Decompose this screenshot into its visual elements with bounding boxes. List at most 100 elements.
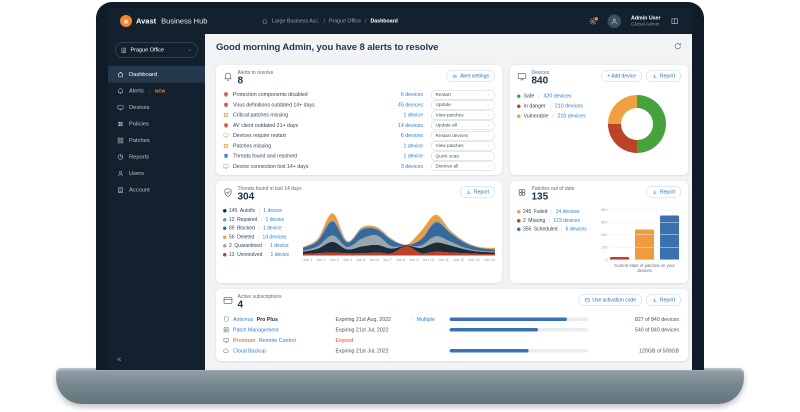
use-activation-code-button[interactable]: Use activation code xyxy=(578,294,642,306)
devices-link[interactable]: 1 device xyxy=(265,216,285,223)
action-select[interactable]: Dismiss all xyxy=(431,161,495,172)
alert-label: Devices require restart xyxy=(233,132,286,139)
area-chart-x-axis: Jun 1 Jun 2 Jun 3 Jun 4 Jun 5 Jun 6 Jun 7 Jun 8… xyxy=(303,258,495,263)
action-select[interactable]: View patches xyxy=(431,141,495,151)
legend-item: Vulnerable | 210 devices xyxy=(517,113,586,119)
devices-link[interactable]: 1 device xyxy=(403,142,423,149)
help-book-button[interactable] xyxy=(671,17,680,26)
pie-chart-icon xyxy=(117,153,124,160)
avatar[interactable] xyxy=(607,14,622,28)
sidebar-item-dashboard[interactable]: Dashboard xyxy=(108,66,205,83)
usage-progress-bar xyxy=(449,328,588,332)
action-label: Restart xyxy=(435,91,451,98)
devices-link[interactable]: 14 devices xyxy=(555,209,580,215)
user-menu[interactable]: Admin User Global Admin xyxy=(631,15,660,27)
report-button[interactable]: Report xyxy=(645,70,681,82)
shield-alert-icon xyxy=(223,102,229,108)
action-select[interactable]: View patches xyxy=(431,110,495,120)
legend-label: Quarantined xyxy=(234,243,262,249)
devices-link[interactable]: 1 device xyxy=(263,208,282,214)
x-tick-label: Jun 4 xyxy=(342,257,353,263)
devices-link[interactable]: 1 device xyxy=(403,112,423,119)
breadcrumb-item[interactable]: Prague Office xyxy=(328,18,361,24)
breadcrumb-item[interactable]: Large Business Acc. xyxy=(271,18,320,24)
button-label: + Add device xyxy=(607,73,636,79)
devices-link[interactable]: 45 devices xyxy=(397,101,423,108)
devices-link[interactable]: 14 devices xyxy=(262,234,287,240)
expiry-label: Expiring 21st Aug, 2022 xyxy=(335,316,391,323)
devices-link[interactable]: 1 device xyxy=(263,225,282,232)
shield-check-icon xyxy=(223,188,233,198)
devices-link[interactable]: 210 devices xyxy=(557,113,586,119)
multiple-link[interactable]: Multiple xyxy=(416,316,435,323)
divider: | xyxy=(258,208,260,214)
devices-link[interactable]: 6 devices xyxy=(565,226,587,233)
devices-link[interactable]: 1 device xyxy=(269,243,289,249)
devices-link[interactable]: 14 devices xyxy=(397,122,423,129)
home-icon xyxy=(261,18,268,25)
x-tick-label: Jun 10 xyxy=(422,257,434,263)
sidebar-item-policies[interactable]: Policies xyxy=(108,116,205,133)
subscription-link[interactable]: Remote Control xyxy=(258,337,296,344)
laptop-base xyxy=(56,368,744,404)
org-selector[interactable]: Prague Office xyxy=(115,42,198,58)
sidebar-item-account[interactable]: Account xyxy=(108,182,205,199)
chart-caption: Current state of patches on your devices xyxy=(614,263,675,273)
sidebar-item-alerts[interactable]: Alerts | NEW xyxy=(108,83,205,100)
legend-dot xyxy=(517,227,521,231)
patch-icon xyxy=(223,112,229,118)
refresh-button[interactable] xyxy=(674,42,683,51)
action-label: Update xyxy=(435,102,451,108)
org-selector-label: Prague Office xyxy=(130,47,165,53)
report-button[interactable]: Report xyxy=(645,186,681,198)
report-button[interactable]: Report xyxy=(645,294,681,306)
home-icon xyxy=(117,71,124,78)
subscription-link[interactable]: Antivirus xyxy=(233,316,254,323)
sidebar: Prague Office Dashboard Alerts | NEW xyxy=(108,34,205,370)
devices-link[interactable]: 6 devices xyxy=(400,132,423,139)
sidebar-item-patches[interactable]: Patches xyxy=(108,132,205,149)
x-tick-label: Jun 12 xyxy=(452,257,465,263)
devices-link[interactable]: 210 devices xyxy=(554,103,583,109)
main-content: Good morning Admin, you have 8 alerts to… xyxy=(205,34,692,370)
action-select[interactable]: Quick scan xyxy=(431,151,495,161)
alert-settings-button[interactable]: Alert settings xyxy=(446,70,495,82)
sidebar-item-reports[interactable]: Reports xyxy=(108,149,205,166)
divider: | xyxy=(538,93,540,99)
devices-link[interactable]: 6 devices xyxy=(400,91,423,98)
sidebar-item-users[interactable]: Users xyxy=(108,165,205,182)
devices-link[interactable]: 3 devices xyxy=(400,163,423,170)
sliders-icon xyxy=(117,120,124,127)
sidebar-collapse-button[interactable]: « xyxy=(117,355,122,364)
chevron-down-icon xyxy=(187,47,193,53)
x-tick-label: Jun 1 xyxy=(303,257,313,263)
action-select[interactable]: Update all xyxy=(431,120,495,131)
devices-link[interactable]: 1 device xyxy=(270,251,290,258)
y-tick-label: 0 xyxy=(605,257,608,263)
report-button[interactable]: Report xyxy=(459,186,495,198)
settings-gear-button[interactable] xyxy=(589,15,600,26)
card-icon xyxy=(584,297,590,303)
divider: | xyxy=(411,316,413,322)
divider: | xyxy=(265,252,268,257)
devices-donut-chart xyxy=(608,95,666,153)
button-label: Use activation code xyxy=(592,297,636,303)
chevron-down-icon xyxy=(486,133,491,138)
action-select[interactable]: Restart xyxy=(431,89,495,100)
action-select[interactable]: Update xyxy=(431,100,495,110)
devices-link[interactable]: 123 devices xyxy=(553,217,581,224)
subscriptions-card: Active subscriptions 4 Use activation co… xyxy=(216,289,688,361)
action-select[interactable]: Restart devices xyxy=(431,130,495,141)
alert-label: Virus definitions outdated 14+ days xyxy=(233,101,315,108)
sidebar-item-devices[interactable]: Devices xyxy=(108,99,205,116)
divider: | xyxy=(548,218,550,223)
subscription-link[interactable]: Patch Management xyxy=(233,326,279,333)
add-device-button[interactable]: + Add device xyxy=(601,70,642,82)
legend-count: 2 xyxy=(229,243,232,249)
subscription-link[interactable]: Cloud Backup xyxy=(233,347,266,354)
legend-label: Deleted xyxy=(237,234,255,240)
devices-link[interactable]: 420 devices xyxy=(543,93,572,99)
devices-link[interactable]: 1 device xyxy=(403,153,423,160)
sidebar-item-label: Account xyxy=(129,186,150,193)
subscription-tier: Pro Plus xyxy=(256,316,278,323)
